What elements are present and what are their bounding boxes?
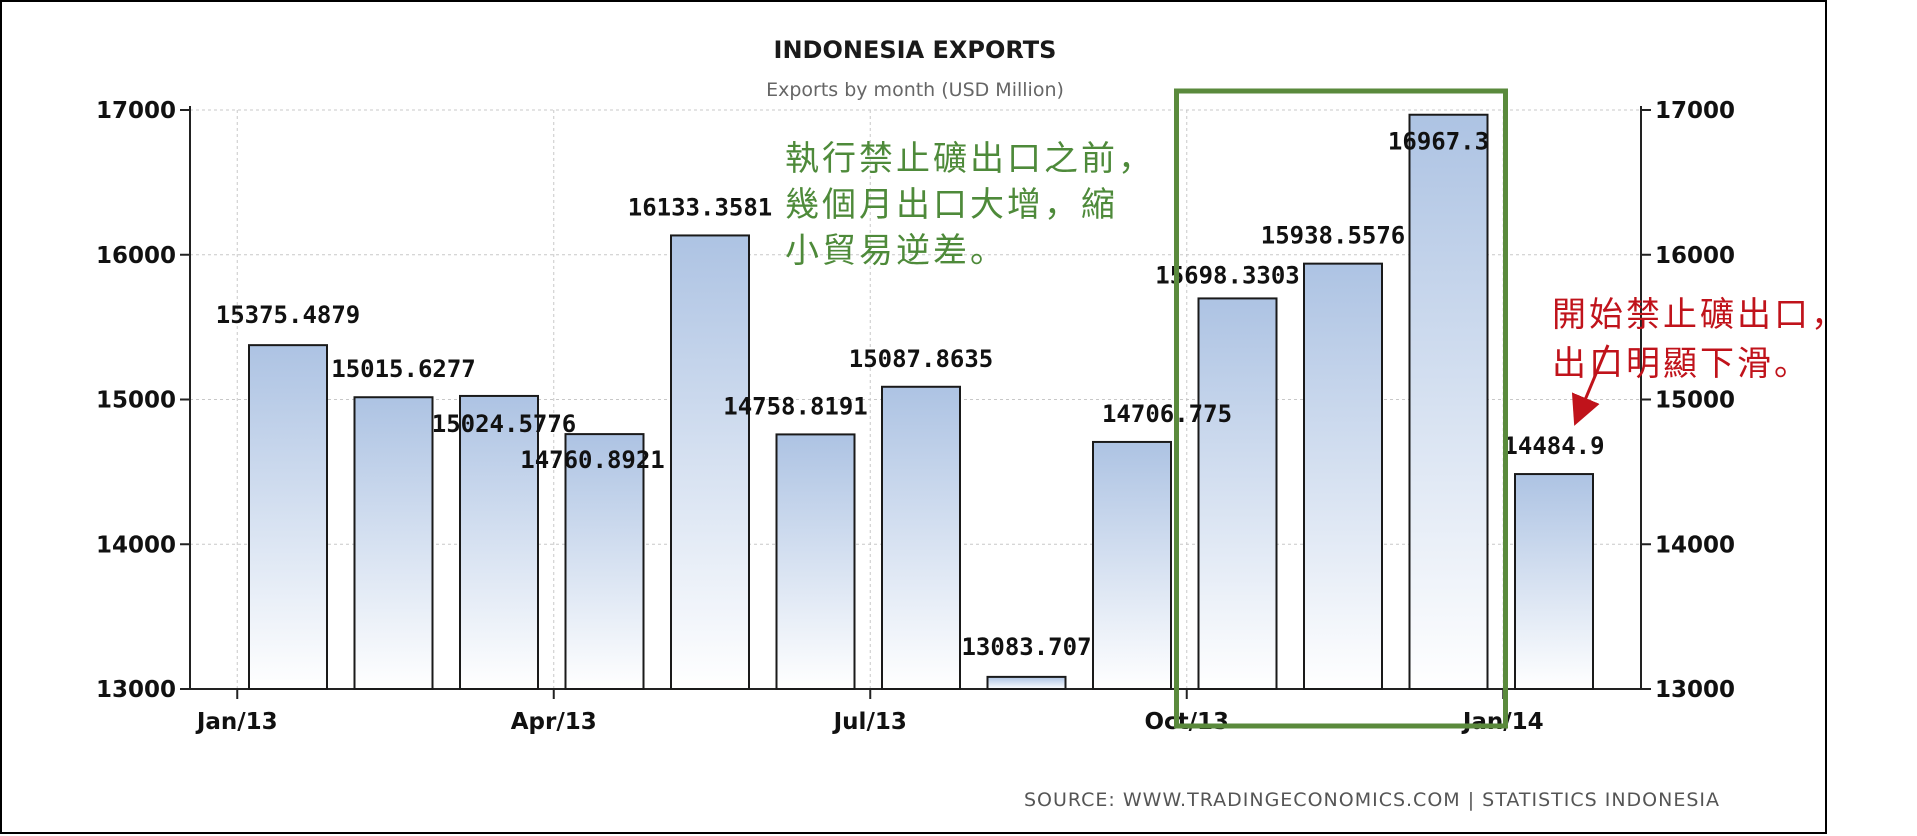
highlight-rectangle: [1174, 88, 1508, 729]
y-tick-label-left: 16000: [96, 243, 176, 269]
green-annotation: 執行禁止礦出口之前， 幾個月出口大增，縮 小貿易逆差。: [785, 139, 1155, 271]
data-label: 14706.775: [1102, 400, 1232, 428]
data-label: 13083.707: [961, 633, 1091, 661]
red-annotation-line-1: 開始禁止礦出口，: [1552, 295, 1848, 335]
source-note: SOURCE: WWW.TRADINGECONOMICS.COM | STATI…: [1024, 789, 1720, 811]
data-label: 15024.5776: [432, 410, 577, 438]
green-annotation-line-3: 小貿易逆差。: [785, 231, 1007, 271]
bar-mar-13: [459, 394, 539, 690]
data-label: 15938.5576: [1261, 222, 1406, 250]
chart-subtitle: Exports by month (USD Million): [766, 79, 1064, 101]
bar-apr-13: [564, 433, 645, 690]
y-tick-label-right: 17000: [1655, 98, 1735, 124]
bar-aug-13: [986, 675, 1067, 691]
x-tick-label: Jan/14: [1461, 709, 1544, 735]
red-annotation: 開始禁止礦出口， 出口明顯下滑。: [1552, 295, 1848, 426]
data-label: 14758.8191: [723, 392, 868, 420]
bar-jan-13: [248, 344, 328, 690]
green-annotation-line-1: 執行禁止礦出口之前，: [785, 139, 1155, 179]
bar-may-13: [670, 234, 750, 690]
data-label: 14760.8921: [520, 446, 665, 474]
data-label: 15087.8635: [849, 345, 994, 373]
y-tick-label-left: 15000: [96, 388, 176, 414]
bar-nov-13: [1303, 262, 1383, 690]
y-tick-label-right: 13000: [1655, 677, 1735, 703]
x-tick-label: Apr/13: [511, 709, 597, 735]
x-tick-label: Jan/13: [195, 709, 278, 735]
bar-jan-14: [1514, 473, 1594, 690]
red-annotation-line-2: 出口明顯下滑。: [1552, 344, 1811, 384]
data-label: 15375.4879: [216, 301, 361, 329]
tick-labels: 13000 13000 14000 14000 15000 15000 16000 16000…: [96, 98, 1735, 735]
data-label: 15015.6277: [331, 355, 476, 383]
highlight-box: [1174, 88, 1508, 729]
bar-jul-13: [881, 385, 961, 690]
data-label: 16133.3581: [628, 193, 773, 221]
bars: [248, 113, 1594, 691]
bar-feb-13: [353, 396, 434, 690]
data-label: 14484.9: [1503, 432, 1604, 460]
y-tick-label-right: 14000: [1655, 532, 1735, 558]
data-label: 15698.3303: [1155, 261, 1300, 289]
data-label: 16967.3: [1388, 128, 1489, 156]
y-tick-label-left: 17000: [96, 98, 176, 124]
bar-jun-13: [775, 433, 856, 691]
x-tick-label: Jul/13: [832, 709, 907, 735]
bar-sep-13: [1092, 440, 1172, 690]
y-tick-label-right: 15000: [1655, 388, 1735, 414]
bar-dec-13: [1408, 113, 1489, 690]
y-tick-label-right: 16000: [1655, 243, 1735, 269]
y-tick-label-left: 13000: [96, 677, 176, 703]
data-labels: 15375.4879 15015.6277 15024.5776 14760.8921…: [216, 128, 1605, 661]
y-tick-label-left: 14000: [96, 532, 176, 558]
green-annotation-line-2: 幾個月出口大增，縮: [785, 185, 1118, 225]
x-tick-label: Oct/13: [1144, 709, 1229, 735]
red-arrow: [1571, 344, 1610, 426]
chart-title: INDONESIA EXPORTS: [774, 36, 1057, 64]
bar-oct-13: [1197, 297, 1278, 690]
